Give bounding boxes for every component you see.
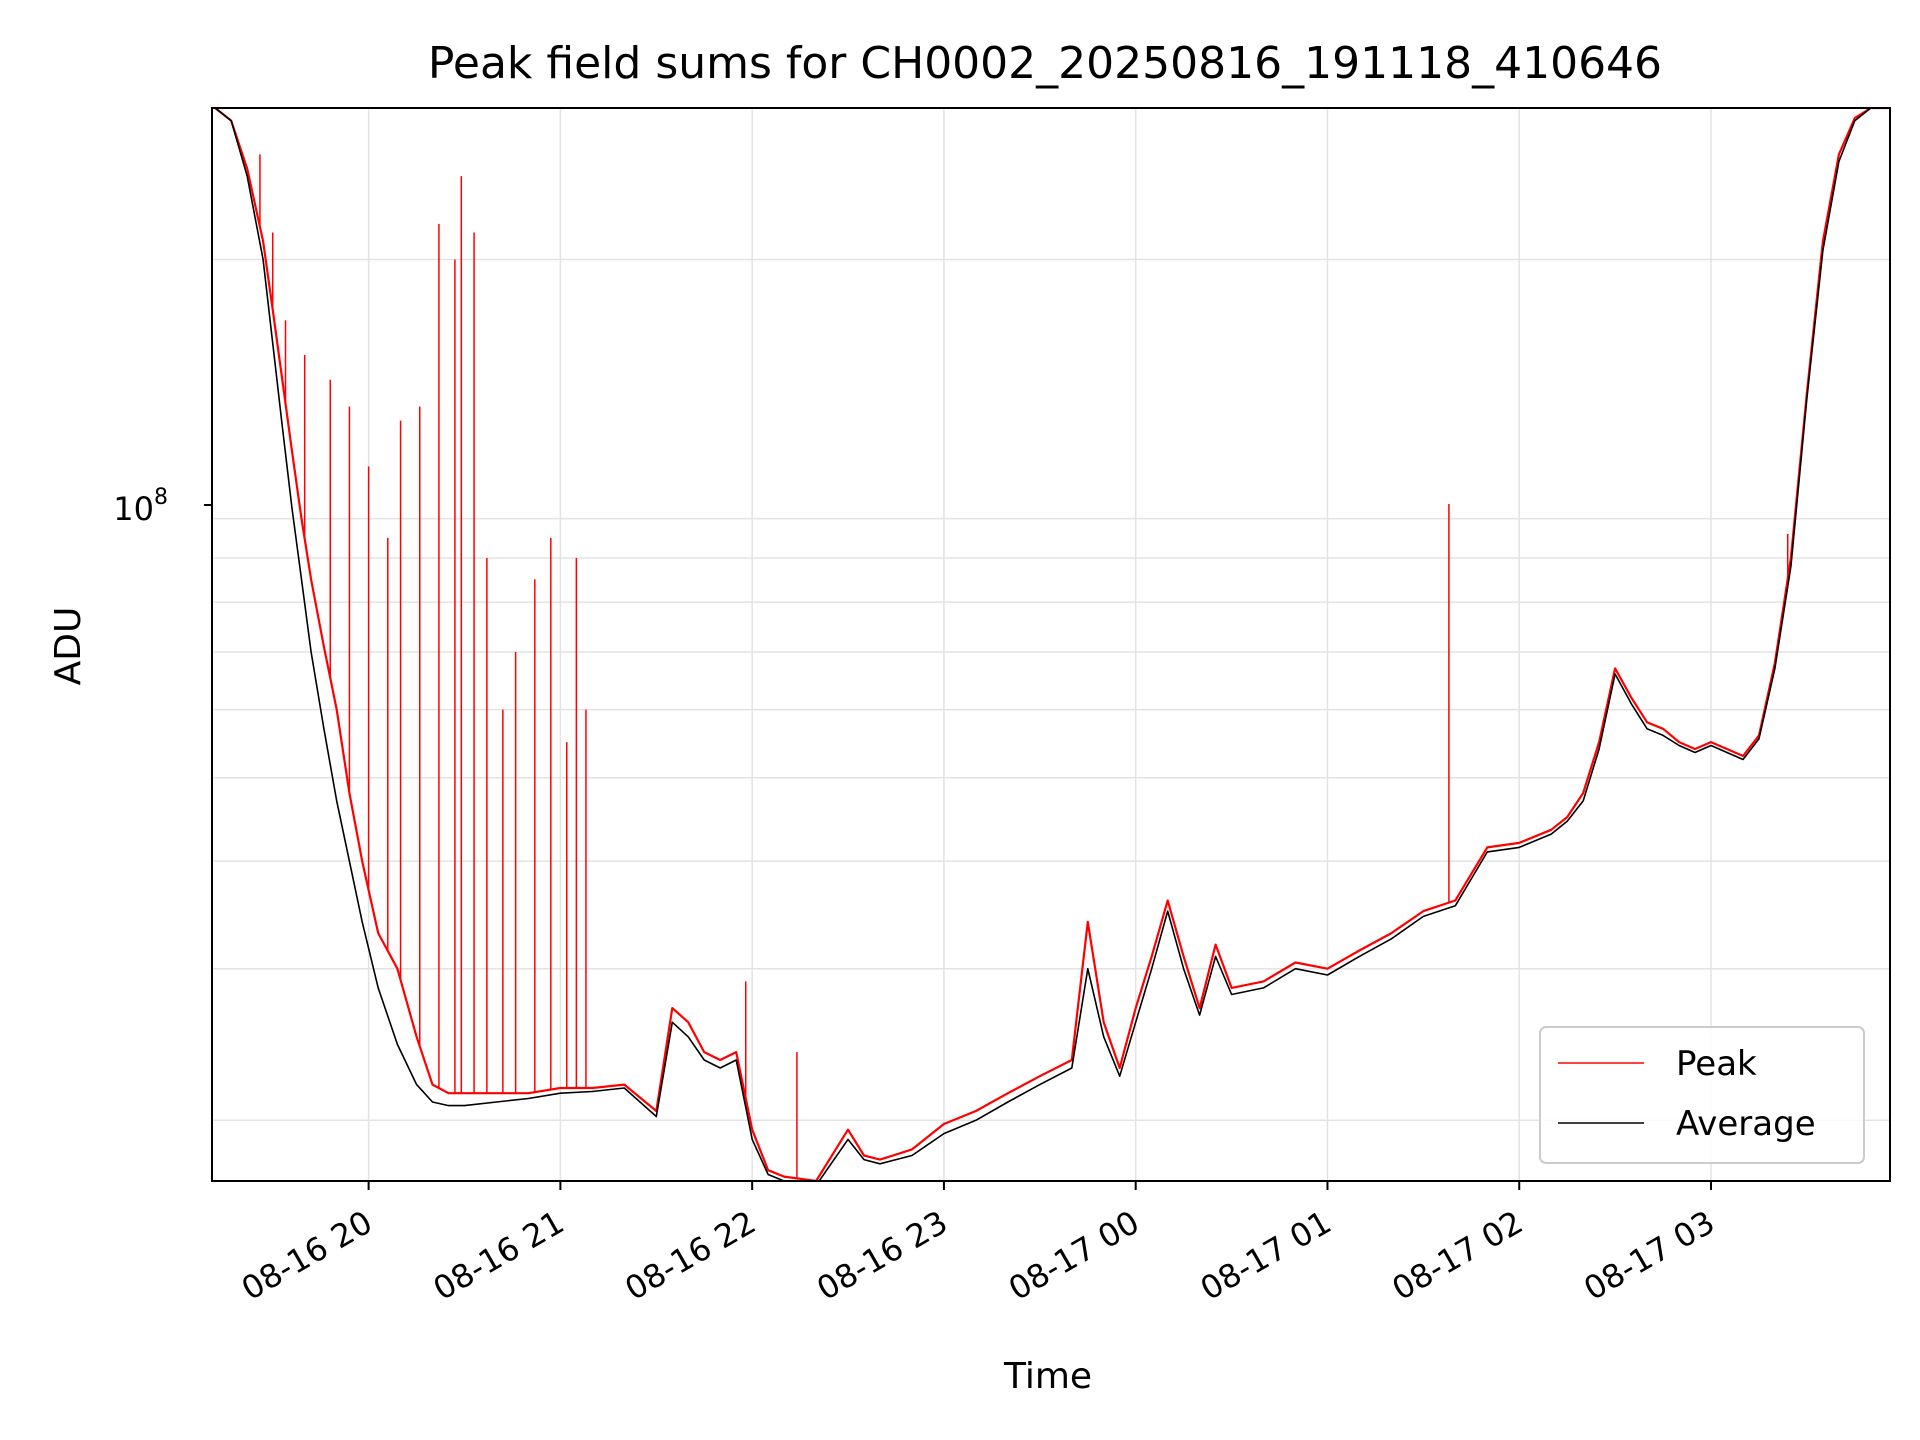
x-tick-label: 08-16 20 — [235, 1203, 379, 1308]
y-tick-label: 108 — [113, 485, 168, 528]
x-tick-label: 08-17 00 — [1002, 1203, 1146, 1308]
x-axis: 08-16 20 08-16 21 08-16 22 08-16 23 08-17 00… — [235, 1181, 1721, 1308]
grid-lines — [212, 108, 1890, 1181]
x-tick-label: 08-17 02 — [1386, 1203, 1530, 1308]
y-axis-label: ADU — [48, 607, 89, 686]
axes-frame — [211, 107, 1891, 1182]
series-group — [214, 108, 1887, 1181]
x-tick-label: 08-16 21 — [427, 1203, 571, 1308]
legend-average-label: Average — [1676, 1104, 1816, 1144]
y-tick-label-base: 10 — [113, 490, 154, 528]
legend: Peak Average — [1539, 1026, 1865, 1164]
x-axis-label: Time — [1003, 1356, 1092, 1397]
legend-box — [1539, 1026, 1865, 1164]
average-series-line — [214, 108, 1887, 1181]
legend-peak-label: Peak — [1676, 1044, 1757, 1084]
plot-area — [214, 108, 1887, 1181]
y-axis: 108 — [113, 485, 212, 528]
x-tick-label: 08-16 22 — [619, 1203, 763, 1308]
chart-title: Peak field sums for CH0002_20250816_1911… — [428, 38, 1662, 89]
x-tick-label: 08-17 01 — [1194, 1203, 1338, 1308]
x-tick-label: 08-17 03 — [1577, 1203, 1721, 1308]
y-tick-label-exponent: 8 — [154, 485, 168, 510]
x-tick-label: 08-16 23 — [810, 1203, 954, 1308]
peak-series-line — [214, 108, 1887, 1181]
